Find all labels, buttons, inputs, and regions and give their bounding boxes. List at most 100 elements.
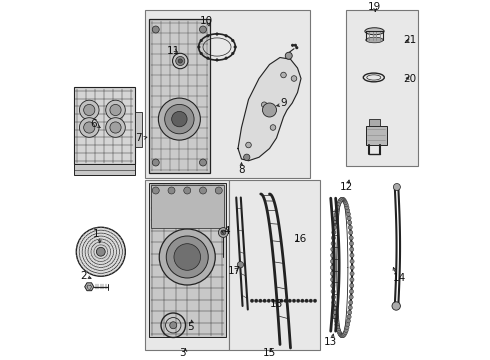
Circle shape — [348, 306, 352, 310]
Circle shape — [393, 184, 400, 190]
Circle shape — [344, 203, 348, 207]
Text: 16: 16 — [294, 234, 307, 244]
Circle shape — [331, 247, 335, 251]
Circle shape — [271, 299, 275, 302]
Circle shape — [206, 57, 209, 60]
Circle shape — [291, 76, 297, 81]
Circle shape — [330, 259, 335, 264]
Circle shape — [244, 154, 250, 161]
Circle shape — [197, 46, 200, 48]
Circle shape — [335, 208, 339, 213]
Circle shape — [285, 52, 292, 59]
Circle shape — [343, 199, 346, 203]
Circle shape — [347, 220, 352, 225]
Circle shape — [84, 104, 95, 116]
Circle shape — [332, 300, 336, 305]
Circle shape — [170, 322, 177, 329]
Circle shape — [331, 253, 335, 257]
Circle shape — [79, 118, 99, 137]
Circle shape — [339, 333, 343, 337]
Circle shape — [350, 278, 354, 282]
Circle shape — [347, 315, 351, 319]
Circle shape — [331, 289, 335, 293]
Bar — [74, 164, 135, 175]
Circle shape — [84, 122, 95, 133]
Circle shape — [296, 299, 300, 302]
Circle shape — [245, 142, 251, 148]
Text: 17: 17 — [228, 266, 241, 276]
Circle shape — [331, 242, 335, 246]
Circle shape — [284, 299, 287, 302]
Circle shape — [345, 208, 350, 213]
Circle shape — [184, 187, 191, 194]
Circle shape — [340, 197, 344, 201]
Circle shape — [331, 236, 336, 240]
Circle shape — [152, 187, 159, 194]
Circle shape — [350, 271, 354, 276]
Circle shape — [332, 230, 336, 235]
Text: 8: 8 — [238, 165, 245, 175]
Circle shape — [349, 295, 353, 299]
Circle shape — [331, 284, 335, 288]
Circle shape — [350, 247, 354, 251]
Circle shape — [346, 319, 350, 323]
Circle shape — [341, 197, 345, 201]
Circle shape — [288, 299, 292, 302]
Circle shape — [333, 216, 338, 220]
Circle shape — [340, 334, 344, 338]
Text: 13: 13 — [324, 337, 338, 347]
Circle shape — [176, 57, 185, 66]
Circle shape — [342, 198, 346, 202]
Circle shape — [335, 322, 339, 327]
Text: 11: 11 — [167, 45, 180, 55]
Circle shape — [330, 271, 335, 276]
Circle shape — [336, 205, 340, 210]
Circle shape — [345, 325, 349, 330]
Circle shape — [231, 52, 234, 55]
Circle shape — [336, 325, 340, 330]
Text: 3: 3 — [179, 348, 185, 358]
Circle shape — [199, 187, 206, 194]
Circle shape — [333, 310, 337, 315]
Circle shape — [76, 227, 125, 276]
Circle shape — [225, 57, 227, 60]
Circle shape — [392, 302, 400, 310]
Ellipse shape — [365, 28, 384, 35]
Bar — [135, 112, 142, 147]
Text: 18: 18 — [270, 299, 283, 309]
Circle shape — [350, 259, 354, 264]
Circle shape — [172, 53, 188, 69]
Circle shape — [336, 203, 341, 207]
Circle shape — [342, 333, 346, 337]
Circle shape — [333, 315, 338, 319]
Circle shape — [263, 299, 267, 302]
Circle shape — [178, 59, 182, 63]
Text: 6: 6 — [91, 119, 97, 129]
Circle shape — [225, 35, 227, 37]
Text: 21: 21 — [403, 35, 416, 45]
Circle shape — [254, 299, 258, 302]
Circle shape — [309, 299, 313, 302]
Circle shape — [345, 322, 350, 327]
Bar — [229, 180, 320, 350]
Circle shape — [347, 310, 352, 315]
Bar — [149, 184, 226, 337]
Circle shape — [172, 111, 187, 127]
Circle shape — [292, 299, 296, 302]
Circle shape — [337, 330, 342, 334]
Circle shape — [168, 187, 175, 194]
Circle shape — [292, 44, 294, 46]
Circle shape — [350, 265, 354, 270]
Circle shape — [262, 102, 267, 108]
Circle shape — [348, 300, 353, 305]
Circle shape — [330, 265, 335, 270]
Circle shape — [347, 216, 351, 220]
Circle shape — [152, 26, 159, 33]
Text: 14: 14 — [392, 273, 406, 283]
Circle shape — [334, 319, 338, 323]
Circle shape — [305, 299, 308, 302]
Circle shape — [152, 159, 159, 166]
Text: 7: 7 — [135, 133, 142, 143]
Circle shape — [348, 225, 352, 229]
Text: 20: 20 — [403, 73, 416, 84]
